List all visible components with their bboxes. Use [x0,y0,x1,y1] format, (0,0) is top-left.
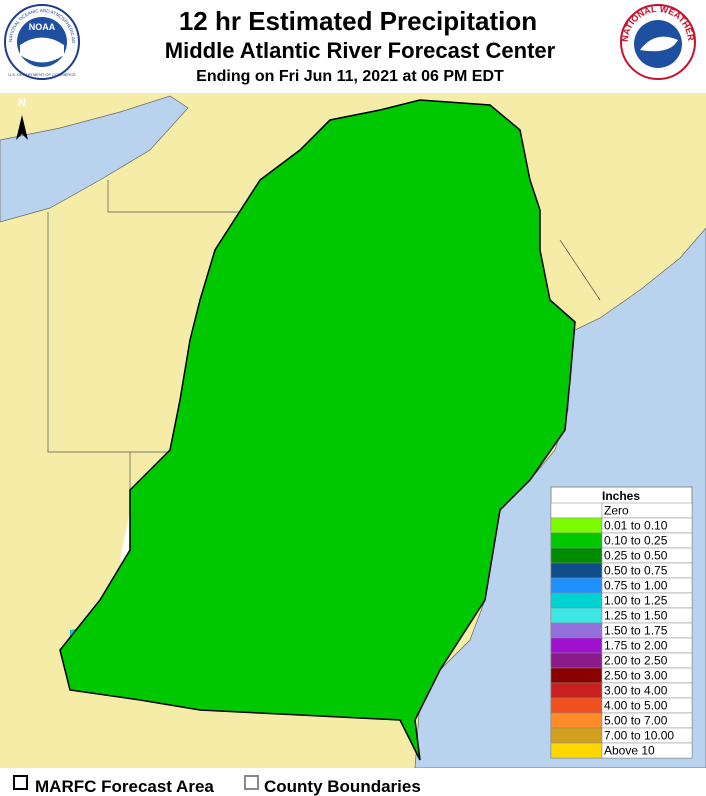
legend-swatch [550,637,603,654]
forecast-area-label: MARFC Forecast Area [35,777,214,796]
noaa-text: NOAA [29,22,56,32]
legend-label: 3.00 to 4.00 [604,684,668,698]
legend-label: Above 10 [604,744,655,758]
legend-swatch [550,682,603,699]
north-arrow: N [16,97,28,140]
legend-label: 1.50 to 1.75 [604,624,668,638]
legend-label: 4.00 to 5.00 [604,699,668,713]
valid-time: Ending on Fri Jun 11, 2021 at 06 PM EDT [196,68,504,85]
legend-swatch [550,517,603,534]
subtitle: Middle Atlantic River Forecast Center [165,38,556,63]
county-icon [244,775,259,790]
legend-swatch [550,577,603,594]
legend-swatch [550,532,603,549]
lake [0,95,189,223]
legend-swatch [550,742,603,759]
legend-swatch [550,607,603,624]
footer [0,768,706,796]
legend-label: 1.75 to 2.00 [604,639,668,653]
noaa-dept-text: U.S. DEPARTMENT OF COMMERCE [8,72,76,77]
legend-swatch [550,697,603,714]
legend-label: 1.25 to 1.50 [604,609,668,623]
noaa-logo: NOAA NATIONAL OCEANIC AND ATMOSPHERIC AD… [0,0,80,80]
legend-label: Zero [604,504,629,518]
legend-label: 5.00 to 7.00 [604,714,668,728]
forecast-area-icon [13,775,28,790]
title: 12 hr Estimated Precipitation [179,6,537,36]
legend-swatch [550,502,603,519]
legend-label: 2.00 to 2.50 [604,654,668,668]
legend-swatch [550,592,603,609]
legend-swatch [550,727,603,744]
legend-label: 0.01 to 0.10 [604,519,668,533]
legend-swatch [550,622,603,639]
legend-label: 1.00 to 1.25 [604,594,668,608]
north-label: N [18,97,26,109]
legend-label: 0.25 to 0.50 [604,549,668,563]
legend-label: 0.10 to 0.25 [604,534,668,548]
legend-swatch [550,562,603,579]
legend-label: 7.00 to 10.00 [604,729,674,743]
legend-label: 0.50 to 0.75 [604,564,668,578]
legend-cell [601,742,693,759]
legend-label: 0.75 to 1.00 [604,579,668,593]
legend-title: Inches [602,489,640,503]
legend-swatch [550,547,603,564]
legend-label: 2.50 to 3.00 [604,669,668,683]
legend-swatch [550,652,603,669]
legend-swatch [550,667,603,684]
legend-swatch [550,712,603,729]
county-label: County Boundaries [264,777,421,796]
